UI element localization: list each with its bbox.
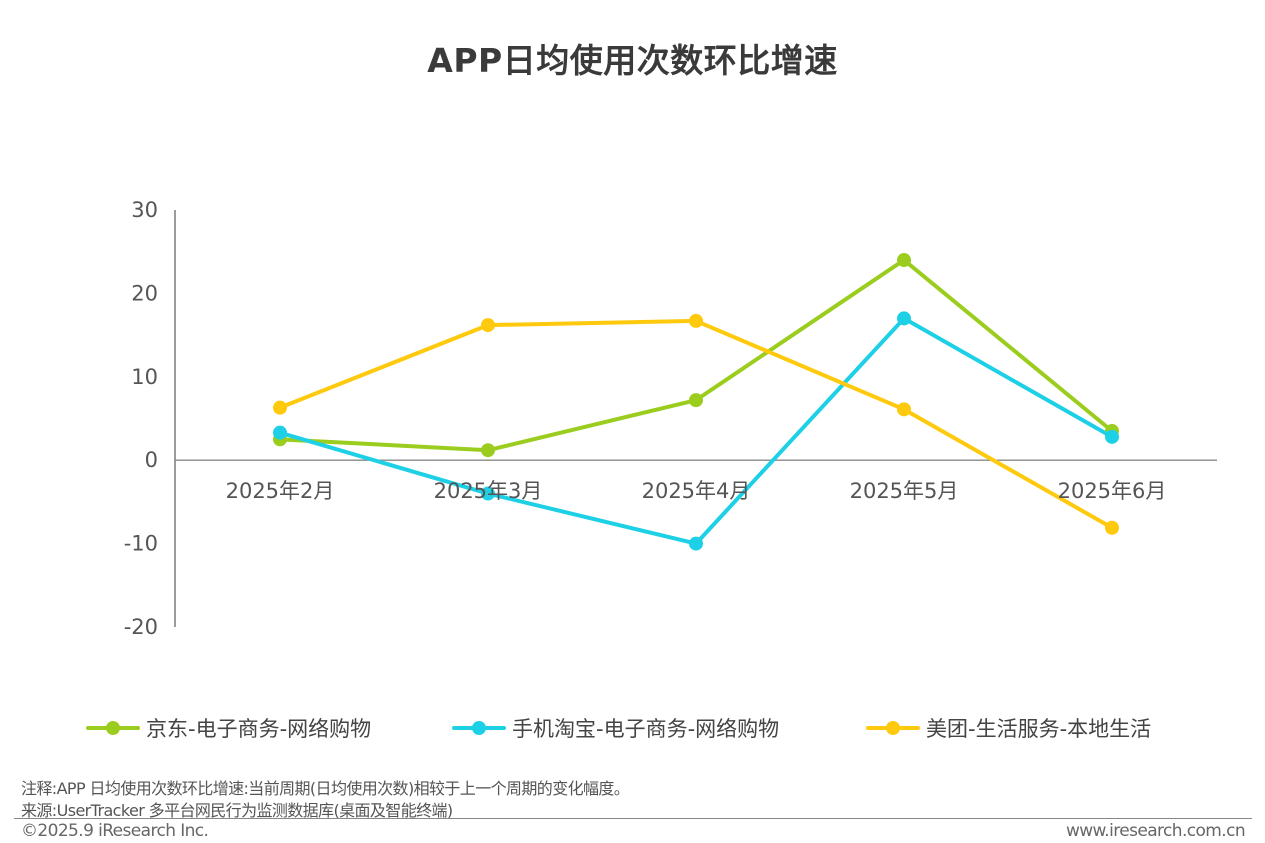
chart-source: 来源:UserTracker 多平台网民行为监测数据库(桌面及智能终端) — [21, 801, 453, 820]
data-point-s1-2 — [689, 536, 703, 551]
data-point-s2-4 — [1105, 520, 1119, 535]
legend-swatch-dot — [106, 721, 120, 735]
data-point-s1-1 — [481, 486, 495, 501]
footer-divider — [14, 818, 1252, 819]
y-tick-label: -10 — [124, 532, 158, 556]
data-point-s2-2 — [689, 313, 703, 328]
legend-swatch-0 — [86, 721, 140, 735]
y-tick-label: -20 — [124, 615, 158, 639]
x-tick-label: 2025年6月 — [1058, 479, 1167, 503]
x-tick-label: 2025年3月 — [434, 479, 543, 503]
data-point-s0-2 — [689, 393, 703, 408]
data-point-s0-1 — [481, 443, 495, 458]
data-point-s1-3 — [897, 311, 911, 326]
x-tick-label: 2025年5月 — [850, 479, 959, 503]
legend-swatch-dot — [886, 721, 900, 735]
data-point-s2-1 — [481, 318, 495, 333]
legend-swatch-1 — [452, 721, 506, 735]
series-line-1 — [278, 316, 1114, 546]
chart-title: APP日均使用次数环比增速 — [427, 41, 838, 80]
series-line-0 — [278, 258, 1114, 453]
legend-swatch-2 — [866, 721, 920, 735]
data-point-s1-4 — [1105, 429, 1119, 444]
x-tick-label: 2025年4月 — [642, 479, 751, 503]
line-chart: 30 20 10 0 -10 -20 2025年2月 2025年3月 2025年4月 2025年5… — [124, 198, 1217, 639]
footer-website[interactable]: www.iresearch.com.cn — [1065, 821, 1246, 841]
footer-copyright: ©2025.9 iResearch Inc. — [21, 821, 209, 841]
legend-item-1: 手机淘宝-电子商务-网络购物 — [452, 708, 779, 748]
chart-note: 注释:APP 日均使用次数环比增速:当前周期(日均使用次数)相较于上一个周期的变… — [21, 779, 630, 798]
legend-item-0: 京东-电子商务-网络购物 — [86, 708, 371, 748]
data-point-s1-0 — [273, 425, 287, 440]
y-tick-label: 10 — [131, 365, 158, 389]
legend-label: 美团-生活服务-本地生活 — [926, 717, 1152, 741]
chart-legend: 京东-电子商务-网络购物 手机淘宝-电子商务-网络购物 美团-生活服务-本地生活 — [0, 708, 1265, 748]
legend-item-2: 美团-生活服务-本地生活 — [866, 708, 1151, 748]
data-point-s2-3 — [897, 402, 911, 417]
legend-swatch-dot — [472, 721, 486, 735]
data-point-s0-3 — [897, 253, 911, 268]
y-tick-label: 0 — [145, 448, 158, 472]
y-tick-label: 20 — [131, 281, 158, 305]
x-tick-label: 2025年2月 — [226, 479, 335, 503]
data-point-s2-0 — [273, 400, 287, 415]
y-tick-label: 30 — [131, 198, 158, 222]
legend-label: 手机淘宝-电子商务-网络购物 — [512, 717, 780, 741]
legend-label: 京东-电子商务-网络购物 — [146, 717, 372, 741]
